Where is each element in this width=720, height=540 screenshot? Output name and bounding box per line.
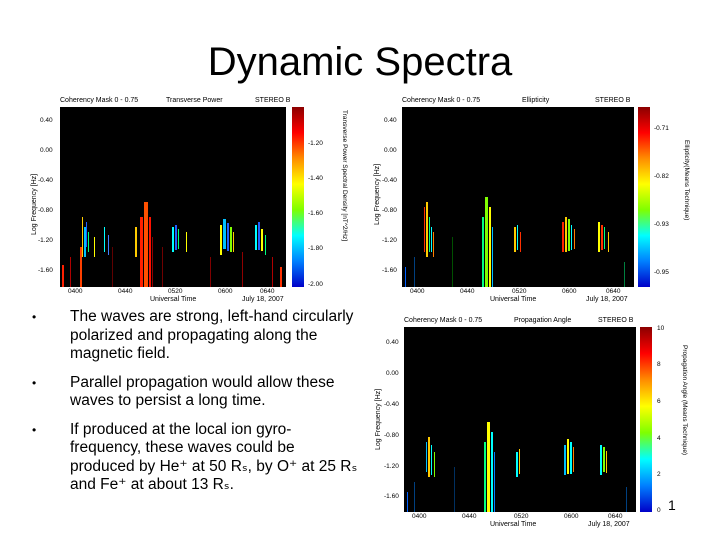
y-axis-label: Log Frequency [Hz] <box>31 173 38 235</box>
colorbar-tick: -1.40 <box>308 175 323 182</box>
wave-bursts <box>405 197 625 287</box>
x-tick: 0520 <box>168 288 183 295</box>
colorbar <box>292 107 304 287</box>
y-tick: -0.80 <box>382 207 397 214</box>
colorbar-tick: -0.93 <box>654 221 669 228</box>
bullet-text: Parallel propagation would allow these w… <box>70 373 335 410</box>
panel-spacecraft-label: STEREO B <box>255 97 291 104</box>
colorbar-tick: -0.82 <box>654 173 669 180</box>
y-tick: 0.40 <box>386 339 399 346</box>
y-tick: -1.20 <box>382 237 397 244</box>
y-tick: -0.40 <box>384 401 399 408</box>
spectrogram-image <box>407 422 627 512</box>
y-tick: 0.40 <box>384 117 397 124</box>
x-axis-label: Universal Time <box>150 296 197 303</box>
y-tick: 0.00 <box>384 147 397 154</box>
panel-mask-label: Coherency Mask 0 - 0.75 <box>402 97 481 104</box>
colorbar-tick: -0.95 <box>654 269 669 276</box>
date-label: July 18, 2007 <box>242 296 284 303</box>
colorbar-tick: 10 <box>657 325 665 332</box>
slide-title: Dynamic Spectra <box>207 40 513 84</box>
colorbar-label: Transverse Power Spectral Density [nT^2/… <box>341 110 348 242</box>
y-tick: 0.40 <box>40 117 53 124</box>
x-tick: 0600 <box>218 288 233 295</box>
ellipticity-panel: Coherency Mask 0 - 0.75 Ellipticity STER… <box>370 95 695 305</box>
x-tick: 0440 <box>118 288 133 295</box>
x-tick: 0640 <box>606 288 621 295</box>
x-tick: 0600 <box>562 288 577 295</box>
y-tick: -1.60 <box>384 493 399 500</box>
colorbar-tick: -0.71 <box>654 125 669 132</box>
slide-number: 1 <box>668 497 676 513</box>
bullet-text: The waves are strong, left-hand circular… <box>70 308 354 362</box>
colorbar-tick: -1.20 <box>308 140 323 147</box>
panel-quantity-label: Transverse Power <box>166 97 223 104</box>
y-tick: -0.40 <box>38 177 53 184</box>
panel-quantity-label: Ellipticity <box>522 97 550 104</box>
y-tick: 0.00 <box>40 147 53 154</box>
spectrogram-plot <box>404 327 636 512</box>
x-tick: 0600 <box>564 513 579 520</box>
x-tick: 0440 <box>462 513 477 520</box>
x-tick: 0520 <box>514 513 529 520</box>
date-label: July 18, 2007 <box>586 296 628 303</box>
colorbar <box>638 107 650 287</box>
propagation-angle-panel: Coherency Mask 0 - 0.75 Propagation Angl… <box>370 315 695 535</box>
colorbar-tick: 0 <box>657 507 661 514</box>
colorbar-label: Ellipticity(Means Technique) <box>683 140 690 221</box>
x-tick: 0640 <box>608 513 623 520</box>
bullet-marker: • <box>32 422 37 437</box>
y-tick: -0.80 <box>38 207 53 214</box>
spectrogram-plot <box>402 107 634 287</box>
x-tick: 0400 <box>410 288 425 295</box>
colorbar-tick: 6 <box>657 398 661 405</box>
colorbar-tick: -2.00 <box>308 281 323 288</box>
bullet-text: If produced at the local ion gyro-freque… <box>70 420 358 494</box>
x-tick: 0640 <box>260 288 275 295</box>
x-tick: 0400 <box>68 288 83 295</box>
panel-spacecraft-label: STEREO B <box>595 97 631 104</box>
y-tick: -1.20 <box>384 463 399 470</box>
colorbar-label: Propagation Angle (Means Technique) <box>681 345 688 456</box>
y-tick: 0.00 <box>386 370 399 377</box>
bullet-marker: • <box>32 310 37 324</box>
x-tick: 0520 <box>512 288 527 295</box>
x-axis-label: Universal Time <box>490 296 537 303</box>
wave-bursts <box>407 422 627 512</box>
y-tick: -0.40 <box>382 177 397 184</box>
spectrogram-image <box>62 202 282 287</box>
y-tick: -1.60 <box>382 267 397 274</box>
x-tick: 0400 <box>412 513 427 520</box>
spectrogram-image <box>405 197 625 287</box>
y-tick: -1.20 <box>38 237 53 244</box>
x-tick: 0440 <box>460 288 475 295</box>
spectrogram-plot <box>60 107 286 287</box>
colorbar-tick: -1.80 <box>308 245 323 252</box>
colorbar-tick: 4 <box>657 435 661 442</box>
bullet-item: • If produced at the local ion gyro-frequ… <box>28 421 358 495</box>
colorbar-tick: -1.60 <box>308 210 323 217</box>
transverse-power-panel: Coherency Mask 0 - 0.75 Transverse Power… <box>30 95 355 305</box>
y-tick: -1.60 <box>38 267 53 274</box>
date-label: July 18, 2007 <box>588 521 630 528</box>
y-axis-label: Log Frequency [Hz] <box>374 163 381 225</box>
x-axis-label: Universal Time <box>490 521 537 528</box>
bullet-marker: • <box>32 375 37 390</box>
wave-bursts <box>62 202 282 287</box>
y-axis-label: Log Frequency [Hz] <box>375 388 382 450</box>
bullet-item: • Parallel propagation would allow these … <box>28 374 358 411</box>
colorbar-tick: 8 <box>657 361 661 368</box>
panel-spacecraft-label: STEREO B <box>598 317 634 324</box>
bullet-item: • The waves are strong, left-hand circula… <box>28 308 358 364</box>
colorbar-tick: 2 <box>657 471 661 478</box>
panel-mask-label: Coherency Mask 0 - 0.75 <box>60 97 139 104</box>
panel-mask-label: Coherency Mask 0 - 0.75 <box>404 317 483 324</box>
bullet-list: • The waves are strong, left-hand circula… <box>28 308 358 505</box>
panel-quantity-label: Propagation Angle <box>514 317 572 324</box>
colorbar <box>640 327 652 512</box>
y-tick: -0.80 <box>384 432 399 439</box>
